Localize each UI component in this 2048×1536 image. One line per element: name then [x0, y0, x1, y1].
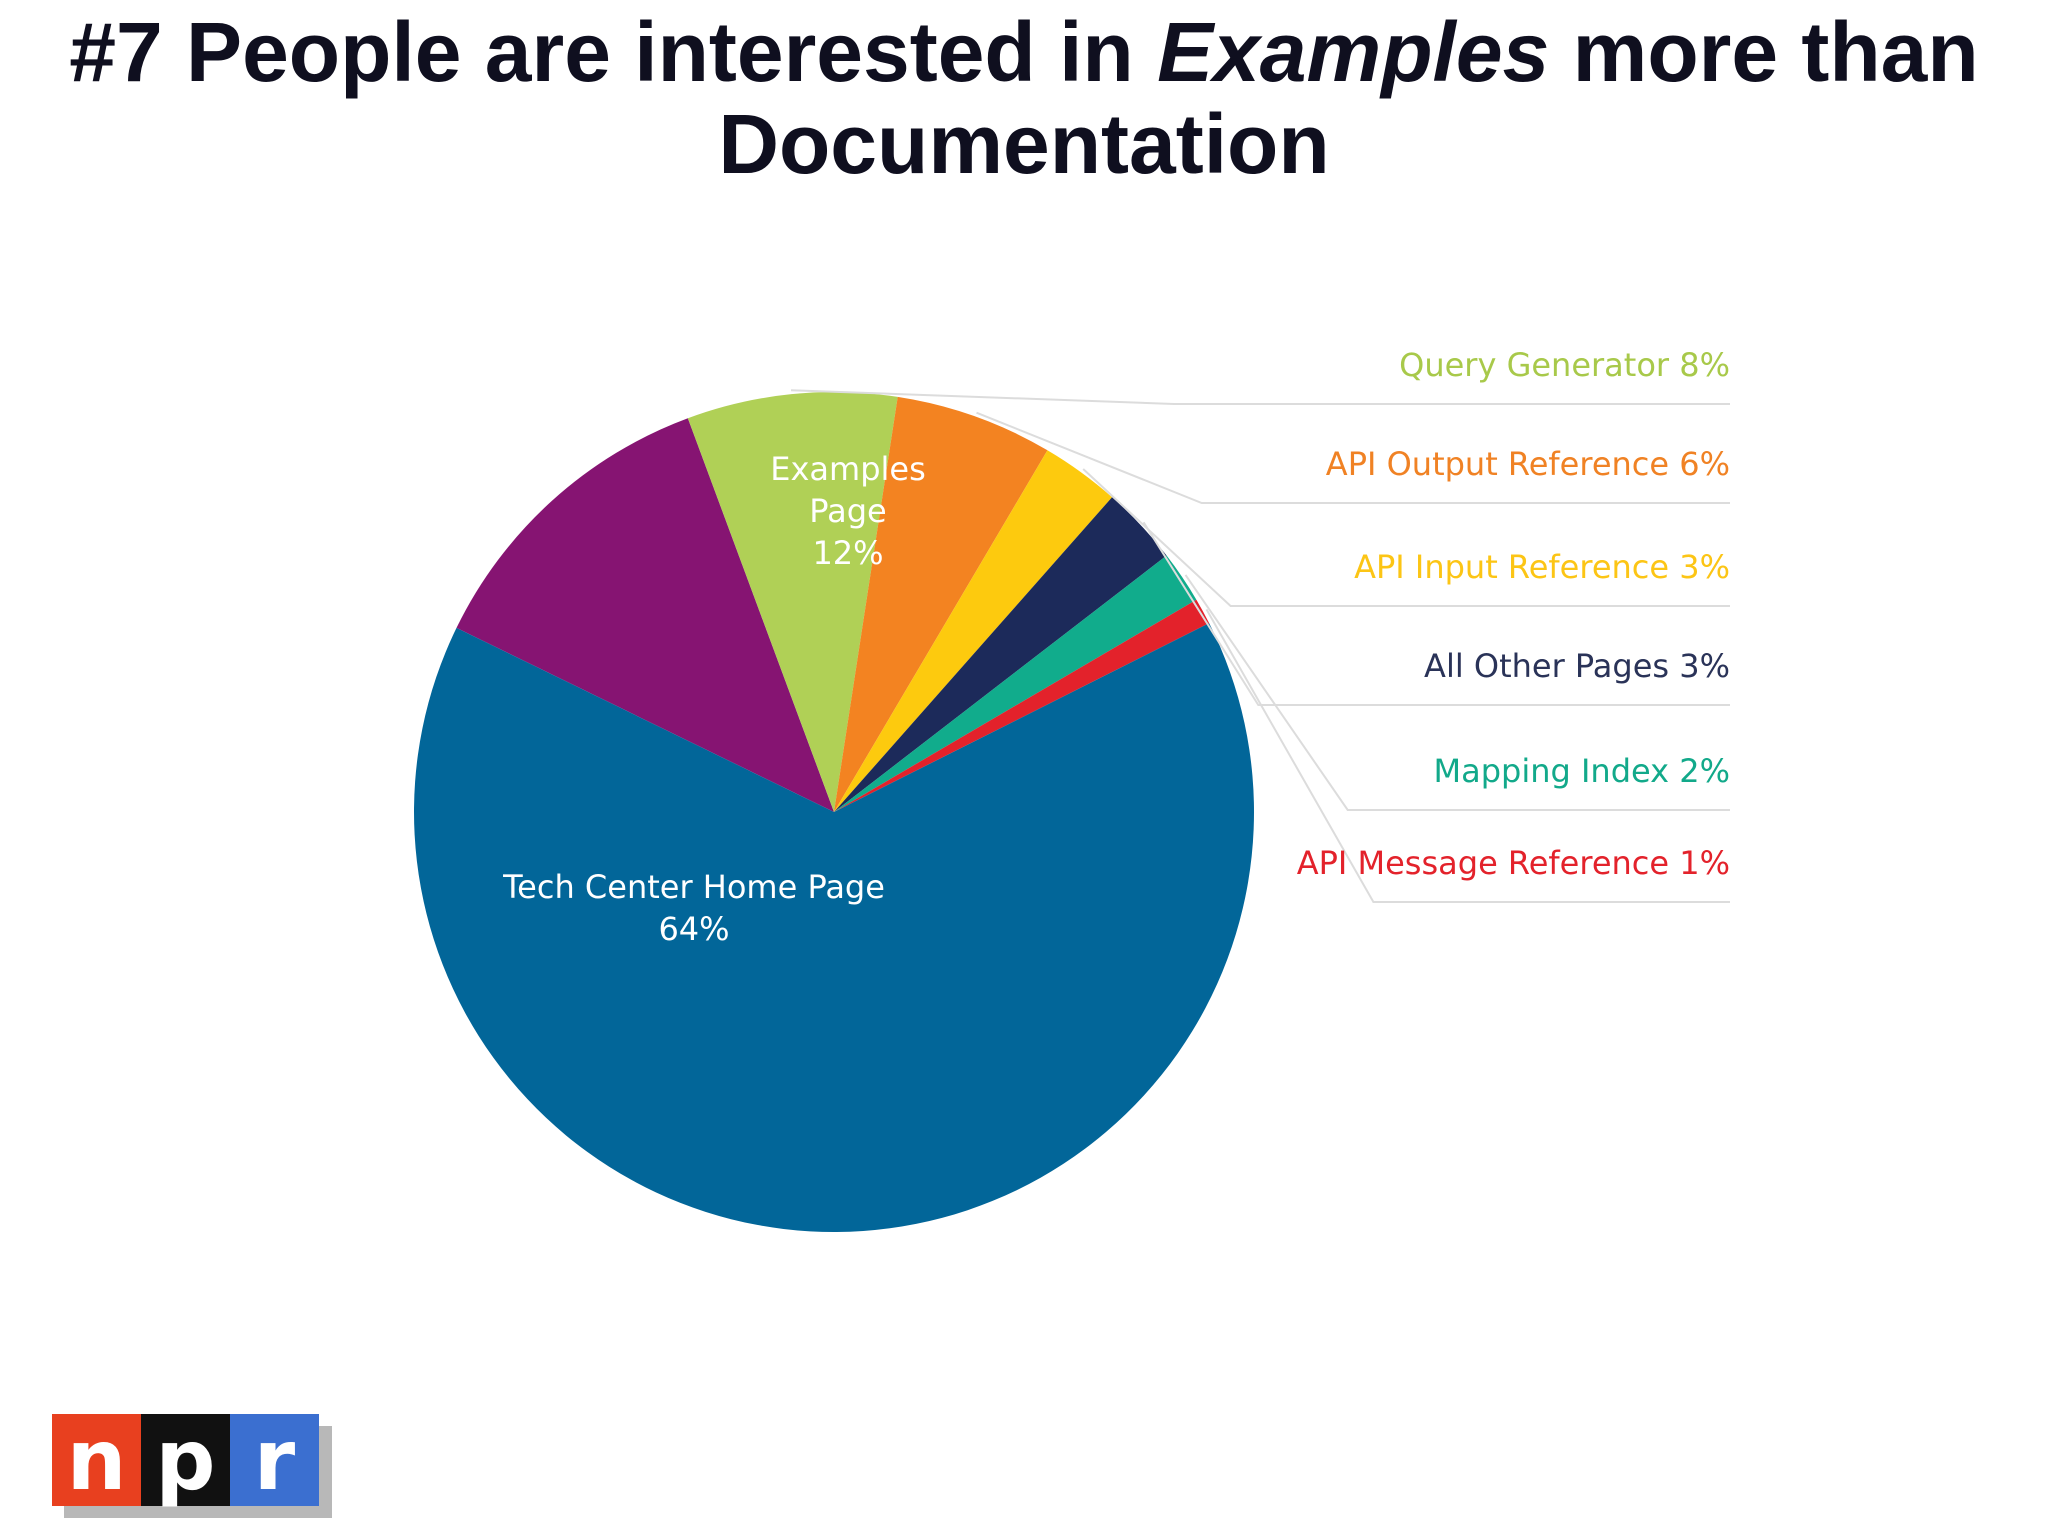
leader-line-api-input-reference	[1082, 468, 1730, 607]
slice-label-query-generator: Query Generator 8%	[1399, 346, 1730, 384]
leader-line-all-other-pages	[1142, 521, 1730, 706]
title-line-2: Documentation	[718, 97, 1330, 191]
slice-label-mapping-index: Mapping Index 2%	[1433, 752, 1730, 790]
pie-slice-tech-center-home-page	[414, 623, 1255, 1232]
pie-slice-api-output-reference	[834, 396, 1048, 812]
slice-label-api-input-reference: API Input Reference 3%	[1354, 548, 1730, 586]
pie-slice-api-message-reference	[834, 599, 1210, 812]
leader-line-api-output-reference	[976, 411, 1730, 504]
title-line-1: #7 People are interested in Examples mor…	[69, 5, 1979, 99]
slice-label-api-message-reference: API Message Reference 1%	[1297, 844, 1730, 882]
leader-line-api-message-reference	[1205, 608, 1730, 903]
pie-slice-examples-page	[456, 418, 834, 812]
leader-line-query-generator	[790, 389, 1730, 405]
pie-slice-api-input-reference	[834, 450, 1113, 812]
pie-slice-all-other-pages	[834, 497, 1167, 812]
slice-label-all-other-pages: All Other Pages 3%	[1424, 647, 1730, 685]
slice-label-examples-page: Examples Page 12%	[770, 450, 926, 572]
logo-letter-r: r	[230, 1414, 319, 1506]
pie-slice-query-generator	[687, 391, 898, 812]
chart-title: #7 People are interested in Examples mor…	[0, 6, 2048, 190]
slice-label-api-output-reference: API Output Reference 6%	[1326, 445, 1730, 483]
slice-label-tech-center-home-page: Tech Center Home Page 64%	[502, 868, 885, 948]
title-emphasis: Examples	[1157, 5, 1550, 99]
logo-letter-n: n	[52, 1414, 141, 1506]
logo-letter-p: p	[141, 1414, 230, 1506]
pie-slice-mapping-index	[834, 555, 1197, 812]
leader-line-mapping-index	[1184, 574, 1730, 811]
